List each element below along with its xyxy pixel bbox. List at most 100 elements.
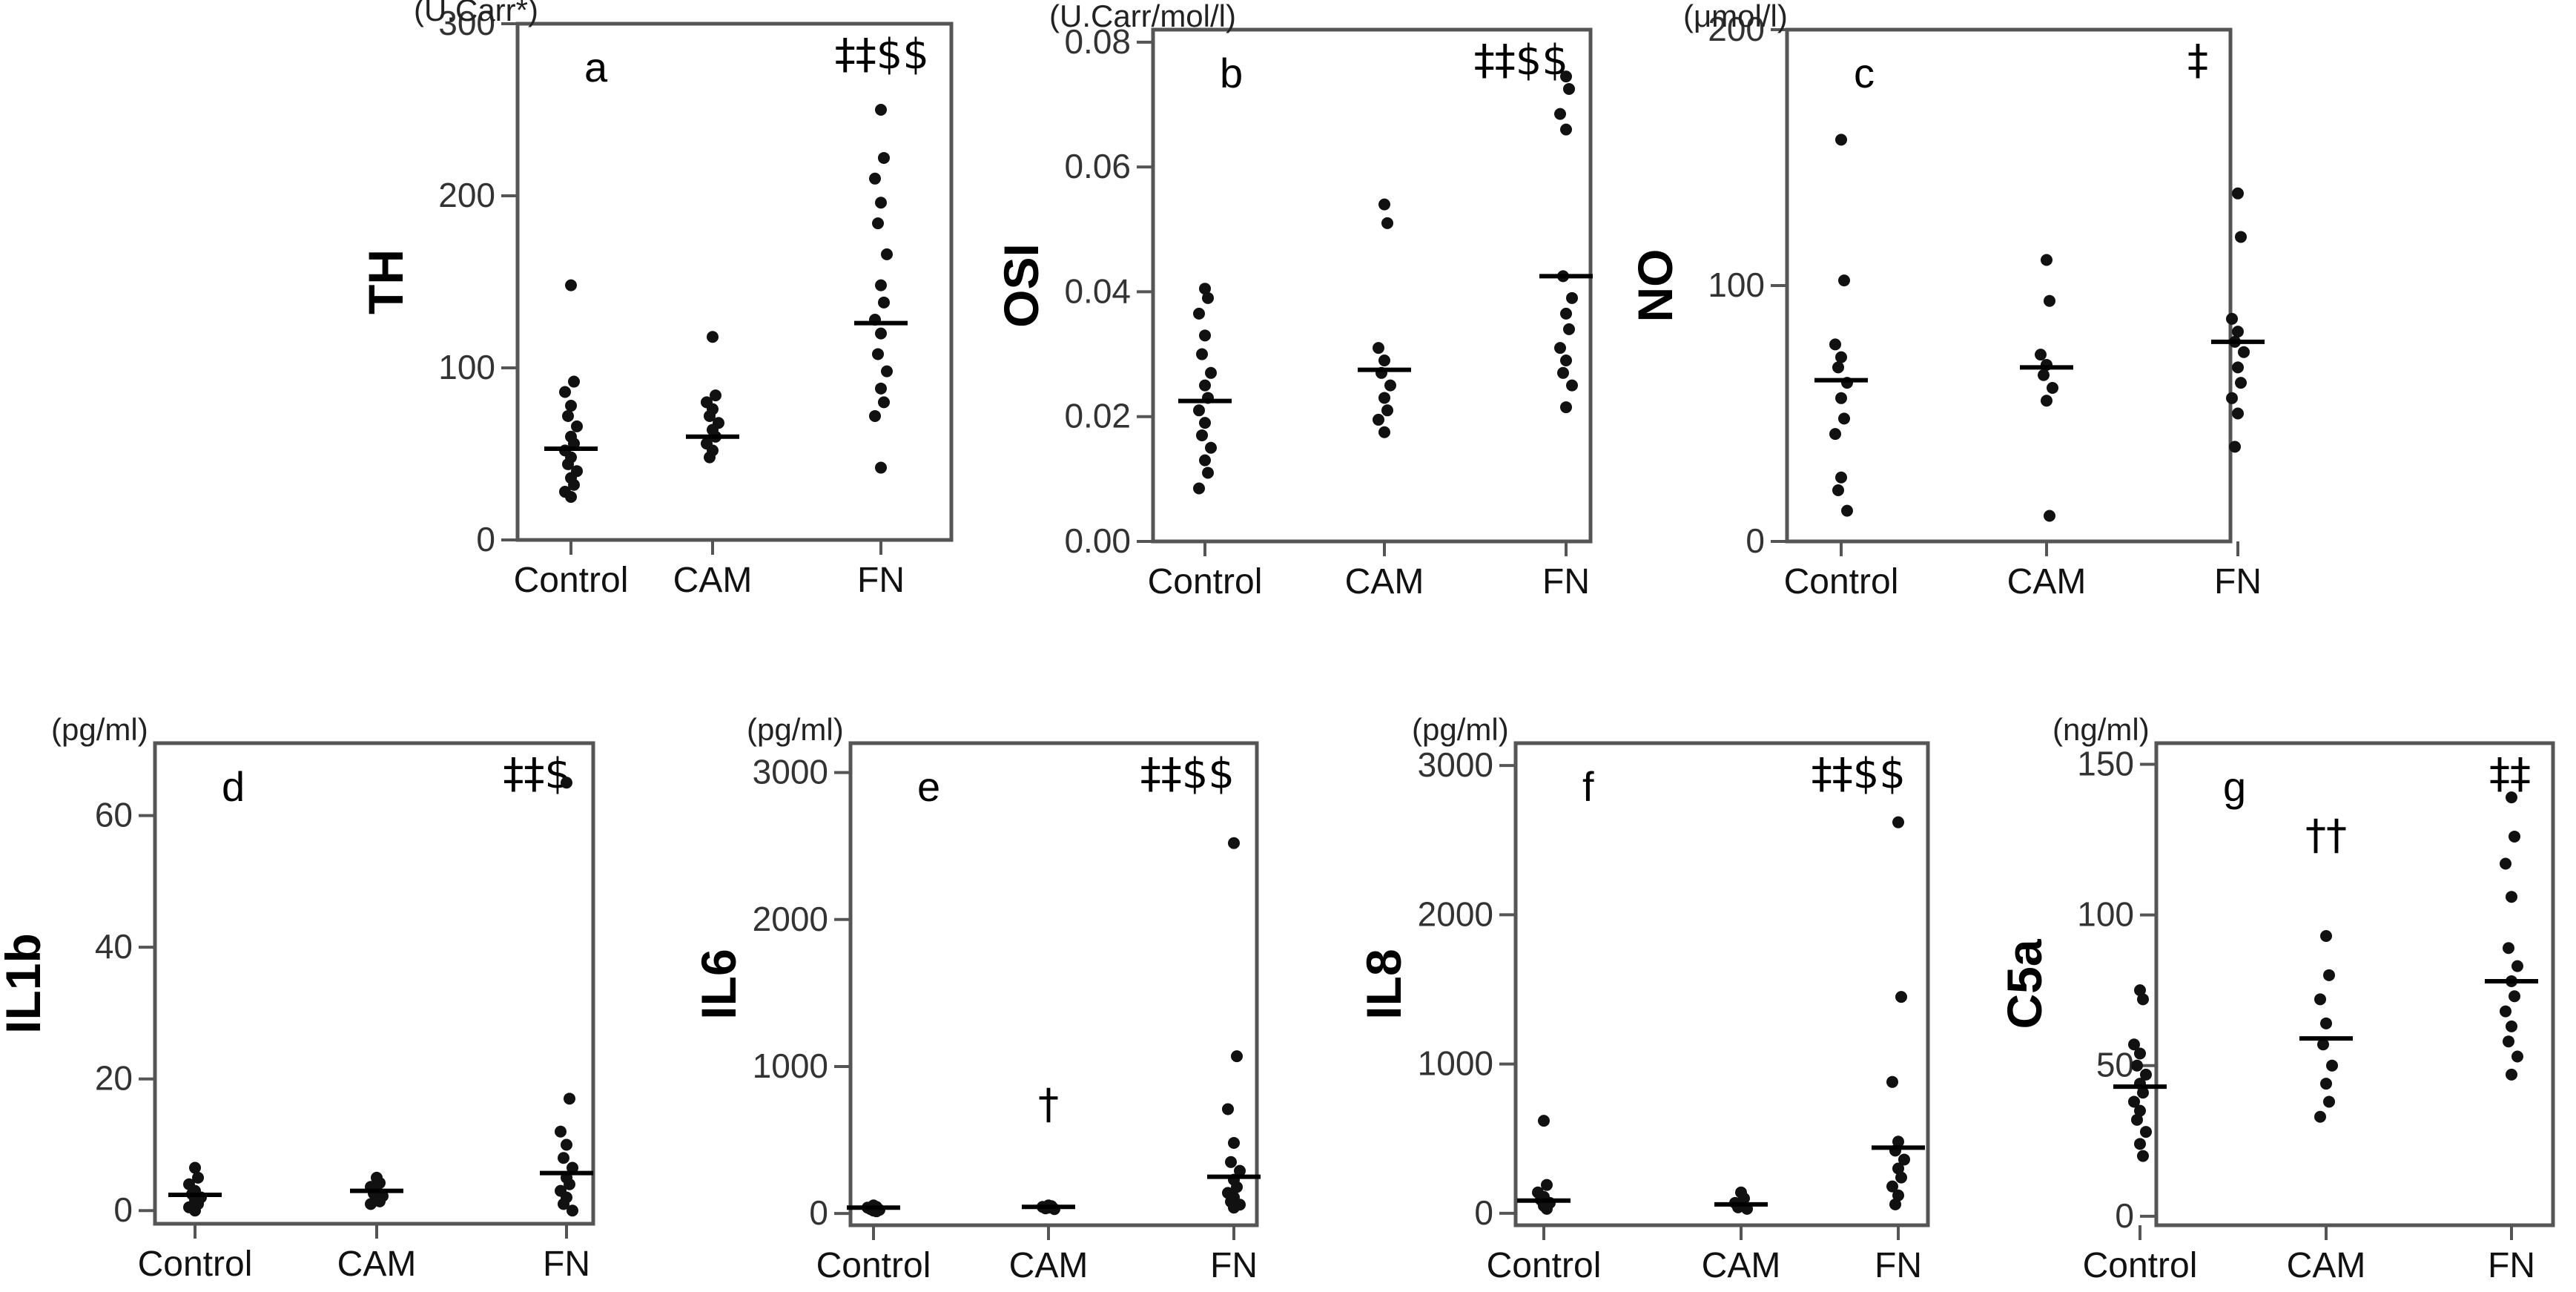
y-tick-label: 100 (438, 348, 495, 386)
data-point (567, 1161, 578, 1174)
data-point (2140, 1068, 2152, 1081)
data-point (558, 1198, 569, 1210)
y-tick-label: 0.00 (1064, 521, 1131, 560)
data-point (1196, 429, 1208, 441)
data-point (1384, 379, 1396, 392)
data-point (567, 1204, 578, 1217)
data-point (2509, 830, 2520, 843)
x-tick-label: FN (1875, 1246, 1922, 1285)
x-tick-label: CAM (1345, 562, 1424, 601)
data-point (2235, 231, 2247, 243)
data-point (1378, 198, 1390, 211)
data-point (565, 279, 577, 291)
data-point (1231, 1181, 1243, 1193)
unit-label: (pg/ml) (51, 712, 148, 747)
annotation-label: †† (2305, 811, 2347, 860)
data-point (2500, 857, 2511, 870)
y-tick-label: 100 (2077, 895, 2134, 934)
panel-g: 0 50 100 150 Control CAM FN (ng/ml) C5a g ‡‡ †† (1997, 712, 2555, 1285)
data-point (2044, 510, 2055, 522)
x-tick-label: CAM (337, 1245, 417, 1284)
data-point (875, 461, 887, 474)
data-point (869, 409, 881, 422)
data-point (2314, 1110, 2326, 1123)
data-point (1193, 404, 1205, 417)
data-point (2134, 1104, 2146, 1117)
y-tick-label: 150 (2077, 744, 2134, 782)
data-point (704, 409, 716, 422)
plot-frame (1151, 27, 1593, 544)
panel-b: 0.00 0.02 0.04 0.06 0.08 Control CAM FN (U.Carr/… (994, 0, 1593, 601)
panel-letter: g (2223, 763, 2246, 810)
data-point (1228, 1137, 1240, 1150)
data-point (2500, 1005, 2511, 1018)
data-point (1892, 1136, 1904, 1148)
y-tick-label: 0 (809, 1193, 828, 1232)
data-point (2232, 326, 2244, 338)
data-point (881, 365, 893, 378)
data-point (2047, 382, 2058, 394)
unit-label: (pg/ml) (747, 712, 844, 747)
panel-f: 0 1000 2000 3000 Control CAM FN (pg/ml) IL8 f ‡‡$$ (1356, 712, 1930, 1285)
data-point (1196, 348, 1208, 360)
data-point (1541, 1202, 1553, 1215)
y-tick-label: 40 (95, 927, 133, 966)
panel-a: 0 100 200 300 Control CAM FN (U.Carr*) TH a ‡‡$$ (358, 0, 954, 600)
data-point (1554, 108, 1566, 120)
x-tick-label: Control (2083, 1246, 2198, 1285)
x-tick-label: FN (2214, 562, 2262, 601)
data-point (192, 1171, 204, 1184)
data-point (2323, 969, 2335, 981)
panel-e: 0 1000 2000 3000 Control CAM FN (pg/ml) IL6 e ‡‡$$… (691, 712, 1261, 1285)
data-point (1832, 484, 1844, 496)
unit-label: (U.Carr/mol/l) (1049, 0, 1236, 33)
data-point (1829, 428, 1841, 441)
data-point (562, 458, 574, 470)
x-tick-label: CAM (1009, 1246, 1089, 1285)
data-point (2503, 1035, 2514, 1048)
data-point (1193, 482, 1205, 495)
data-point (2314, 993, 2326, 1006)
data-point (2232, 361, 2244, 374)
data-point (1560, 354, 1572, 366)
data-point (2134, 1138, 2146, 1150)
y-tick-label: 1000 (753, 1047, 828, 1085)
y-tick-label: 50 (2096, 1046, 2134, 1084)
data-point (1199, 283, 1211, 295)
y-axis-label: IL8 (1356, 949, 1411, 1019)
data-point (2323, 1095, 2335, 1108)
y-tick-label: 200 (438, 176, 495, 214)
data-point (1560, 307, 1572, 320)
data-point (1835, 471, 1847, 484)
data-point (2320, 1078, 2332, 1090)
data-point (1563, 82, 1575, 95)
data-point (558, 1152, 569, 1164)
y-tick-label: 0.08 (1064, 22, 1131, 61)
data-point (1838, 274, 1850, 287)
data-point (1892, 1162, 1904, 1175)
plot-frame (1785, 27, 2233, 544)
data-point (881, 248, 893, 260)
data-point (2044, 294, 2055, 307)
panel-letter: e (917, 763, 940, 810)
plot-frame (515, 22, 954, 542)
data-point (2320, 930, 2332, 942)
data-point (2235, 377, 2247, 389)
data-point (1835, 134, 1847, 146)
data-point (189, 1204, 201, 1217)
plot-frame (153, 741, 595, 1226)
y-tick-label: 3000 (1418, 745, 1493, 784)
x-tick-label: FN (1542, 562, 1590, 601)
x-tick-label: CAM (673, 561, 753, 600)
data-point (2226, 312, 2238, 325)
data-point (1835, 351, 1847, 363)
data-point (1205, 366, 1217, 379)
data-point (1202, 467, 1214, 479)
data-point (2128, 1095, 2140, 1108)
data-point (869, 172, 881, 185)
data-point (707, 331, 719, 343)
data-point (561, 777, 572, 789)
data-point (875, 197, 887, 209)
data-point (565, 400, 577, 412)
